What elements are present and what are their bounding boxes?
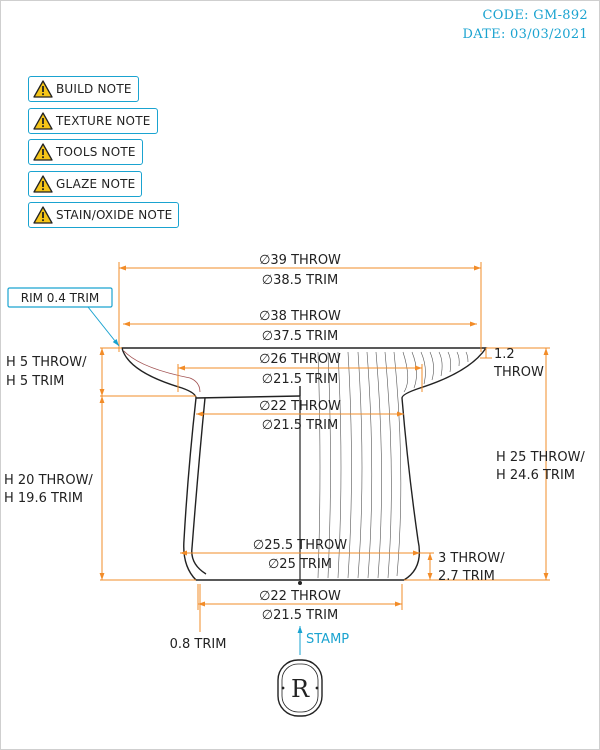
stain-oxide-note-label: STAIN/OXIDE NOTE xyxy=(56,208,173,222)
tools-note-button[interactable]: TOOLS NOTE xyxy=(28,139,143,165)
rim-outer-throw: ∅39 THROW xyxy=(259,253,341,268)
gallery-throw: ∅26 THROW xyxy=(259,352,341,367)
dimension-lines xyxy=(99,262,550,632)
body-height-throw: H 20 THROW/ xyxy=(4,473,93,488)
wall-trim: 0.8 TRIM xyxy=(170,637,227,652)
gallery-trim: ∅21.5 TRIM xyxy=(262,372,338,387)
neck-trim: ∅21.5 TRIM xyxy=(262,418,338,433)
build-note-button[interactable]: BUILD NOTE xyxy=(28,76,139,102)
lip-thickness: 1.2 xyxy=(494,347,515,362)
rim-inner-throw: ∅38 THROW xyxy=(259,309,341,324)
stain-oxide-note-button[interactable]: STAIN/OXIDE NOTE xyxy=(28,202,180,228)
top-height-trim: H 5 TRIM xyxy=(6,374,64,389)
rim-outer-trim: ∅38.5 TRIM xyxy=(262,273,338,288)
neck-throw: ∅22 THROW xyxy=(259,399,341,414)
top-height-throw: H 5 THROW/ xyxy=(6,355,87,370)
rim-inner-trim: ∅37.5 TRIM xyxy=(262,329,338,344)
stamp-letter: R xyxy=(291,675,310,703)
warning-icon xyxy=(33,80,53,98)
drawing-code: CODE: GM-892 xyxy=(482,8,588,23)
dimension-labels: ∅39 THROW ∅38.5 TRIM ∅38 THROW ∅37.5 TRI… xyxy=(170,253,348,652)
texture-note-button[interactable]: TEXTURE NOTE xyxy=(28,107,158,134)
total-height-throw: H 25 THROW/ xyxy=(496,450,585,465)
foot-height-throw: 3 THROW/ xyxy=(438,551,505,566)
total-height-trim: H 24.6 TRIM xyxy=(496,468,575,483)
side-labels: H 5 THROW/ H 5 TRIM H 20 THROW/ H 19.6 T… xyxy=(4,347,585,584)
texture-note-label: TEXTURE NOTE xyxy=(56,113,151,128)
rim-callout-text: RIM 0.4 TRIM xyxy=(21,291,100,305)
base-throw: ∅22 THROW xyxy=(259,589,341,604)
warning-icon xyxy=(33,143,53,161)
warning-icon xyxy=(33,174,53,193)
stamp-logo: R xyxy=(277,659,323,717)
notes-panel: BUILD NOTE TEXTURE NOTE TOOLS NOTE GLAZE… xyxy=(28,76,208,234)
tools-note-label: TOOLS NOTE xyxy=(56,145,136,159)
stamp-point xyxy=(298,581,302,585)
belly-throw: ∅25.5 THROW xyxy=(253,538,347,553)
lip-thickness-unit: THROW xyxy=(493,365,544,380)
warning-icon xyxy=(33,206,53,224)
drawing-date: DATE: 03/03/2021 xyxy=(462,27,588,42)
stamp-callout: STAMP xyxy=(297,626,349,655)
glaze-note-label: GLAZE NOTE xyxy=(56,176,136,191)
glaze-note-button[interactable]: GLAZE NOTE xyxy=(28,170,143,197)
body-height-trim: H 19.6 TRIM xyxy=(4,491,83,506)
build-note-label: BUILD NOTE xyxy=(56,82,132,96)
base-trim: ∅21.5 TRIM xyxy=(262,608,338,623)
foot-height-trim: 2.7 TRIM xyxy=(438,569,495,584)
rim-callout: RIM 0.4 TRIM xyxy=(7,287,120,347)
stamp-label: STAMP xyxy=(306,632,349,647)
warning-icon xyxy=(33,111,53,130)
belly-trim: ∅25 TRIM xyxy=(268,557,332,572)
